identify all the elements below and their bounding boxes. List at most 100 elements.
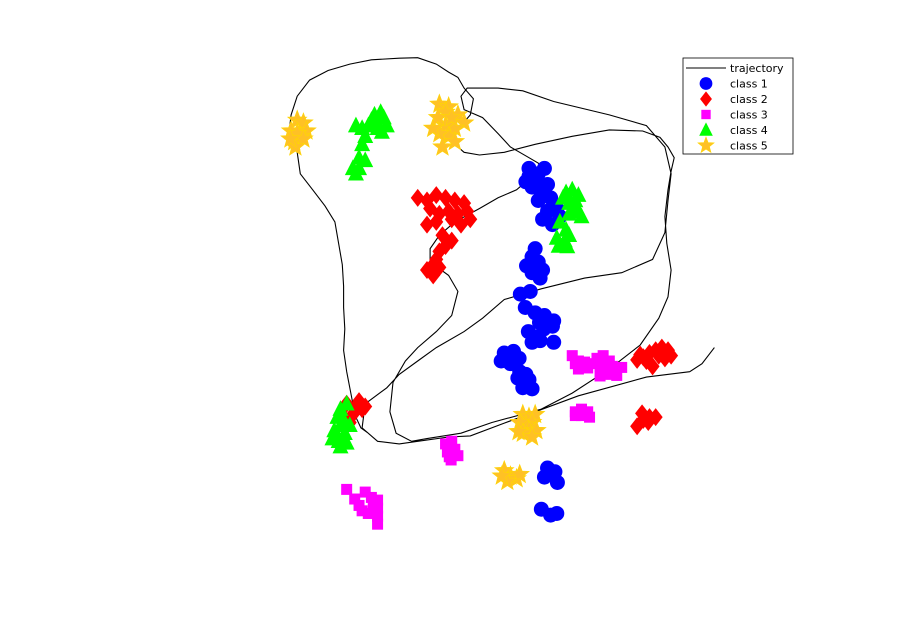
point-class-5 — [441, 106, 463, 127]
legend-entry-class-1: class 1 — [699, 77, 768, 91]
point-class-2 — [429, 212, 444, 231]
point-class-4 — [551, 212, 568, 229]
point-class-2 — [633, 345, 648, 364]
legend-entry-class-3: class 3 — [701, 109, 768, 122]
point-class-3 — [588, 358, 600, 370]
point-class-2 — [432, 258, 447, 277]
point-class-1 — [536, 160, 552, 176]
point-class-3 — [610, 363, 621, 375]
legend-entry-class-2: class 2 — [700, 91, 768, 107]
point-class-4 — [332, 437, 349, 454]
point-class-4 — [559, 237, 576, 254]
legend-label: class 5 — [730, 140, 768, 153]
point-class-5 — [491, 465, 513, 485]
point-class-4 — [347, 164, 364, 181]
point-class-3 — [372, 510, 384, 522]
legend-entry-trajectory: trajectory — [686, 62, 784, 75]
legend-entry-class-4: class 4 — [699, 122, 768, 137]
point-class-1 — [512, 286, 528, 302]
point-class-3 — [616, 361, 628, 373]
series-class-1 — [493, 160, 568, 523]
legend-label: class 4 — [730, 124, 768, 137]
point-class-3 — [594, 370, 606, 382]
point-class-1 — [536, 469, 552, 485]
point-class-3 — [349, 493, 361, 505]
legend-entry-class-5: class 5 — [697, 136, 768, 154]
point-class-2 — [438, 188, 453, 207]
series-class-2 — [336, 186, 679, 436]
point-class-3 — [569, 410, 581, 422]
point-class-3 — [597, 350, 609, 362]
legend-swatch-square — [701, 109, 711, 120]
point-class-1 — [519, 258, 535, 274]
point-class-2 — [641, 412, 656, 431]
series-class-4 — [324, 103, 590, 454]
point-class-1 — [549, 505, 565, 521]
legend-swatch-star — [697, 136, 715, 154]
legend-box — [682, 57, 794, 155]
series-class-3 — [341, 350, 628, 530]
point-class-5 — [280, 128, 301, 148]
point-class-1 — [549, 474, 565, 490]
legend: trajectory class 1 class 2 class 3 class 4 cl… — [682, 57, 794, 155]
point-class-1 — [506, 343, 522, 359]
point-class-5 — [293, 112, 314, 132]
point-class-3 — [356, 505, 368, 517]
trajectory-layer — [288, 57, 715, 445]
point-class-5 — [521, 426, 543, 446]
point-class-1 — [510, 370, 526, 386]
point-class-4 — [554, 188, 571, 205]
point-class-4 — [548, 228, 565, 245]
point-class-5 — [524, 403, 546, 424]
point-class-3 — [440, 438, 452, 450]
point-class-2 — [444, 210, 459, 229]
point-class-1 — [521, 168, 537, 184]
point-class-3 — [443, 451, 455, 463]
point-class-3 — [569, 358, 581, 370]
point-class-3 — [579, 356, 591, 368]
point-class-2 — [432, 242, 447, 261]
legend-label: trajectory — [730, 62, 784, 75]
point-class-3 — [341, 483, 353, 495]
point-class-4 — [347, 116, 364, 133]
point-class-1 — [546, 334, 562, 350]
point-class-4 — [354, 135, 371, 152]
point-class-3 — [576, 410, 588, 422]
point-class-2 — [630, 417, 645, 436]
point-class-5 — [509, 463, 531, 484]
point-class-5 — [429, 93, 450, 113]
point-class-3 — [359, 486, 371, 498]
point-class-2 — [420, 215, 435, 234]
point-class-5 — [422, 117, 444, 138]
legend-swatch-circle — [699, 77, 713, 90]
point-class-2 — [410, 188, 425, 207]
point-class-4 — [373, 123, 390, 139]
legend-label: class 2 — [730, 93, 768, 106]
points-layer — [280, 93, 679, 530]
point-class-3 — [365, 491, 377, 503]
point-class-3 — [452, 450, 464, 462]
point-class-5 — [432, 136, 453, 156]
point-class-1 — [524, 381, 540, 397]
point-class-3 — [594, 360, 606, 372]
point-class-4 — [573, 207, 590, 224]
point-class-4 — [357, 151, 374, 168]
point-class-2 — [429, 186, 444, 205]
point-class-3 — [611, 369, 623, 381]
point-class-1 — [532, 333, 548, 349]
legend-swatch-diamond — [700, 91, 712, 107]
point-class-3 — [362, 507, 374, 519]
point-class-4 — [324, 429, 341, 446]
point-class-2 — [358, 397, 373, 416]
trajectory-line — [288, 57, 715, 445]
legend-label: class 1 — [730, 78, 768, 91]
legend-label: class 3 — [730, 109, 768, 122]
point-class-3 — [566, 350, 578, 362]
point-class-2 — [447, 191, 462, 210]
point-class-3 — [602, 368, 614, 380]
series-class-5 — [280, 93, 547, 491]
point-class-5 — [444, 130, 466, 151]
point-class-3 — [576, 403, 588, 415]
point-class-2 — [645, 357, 660, 376]
